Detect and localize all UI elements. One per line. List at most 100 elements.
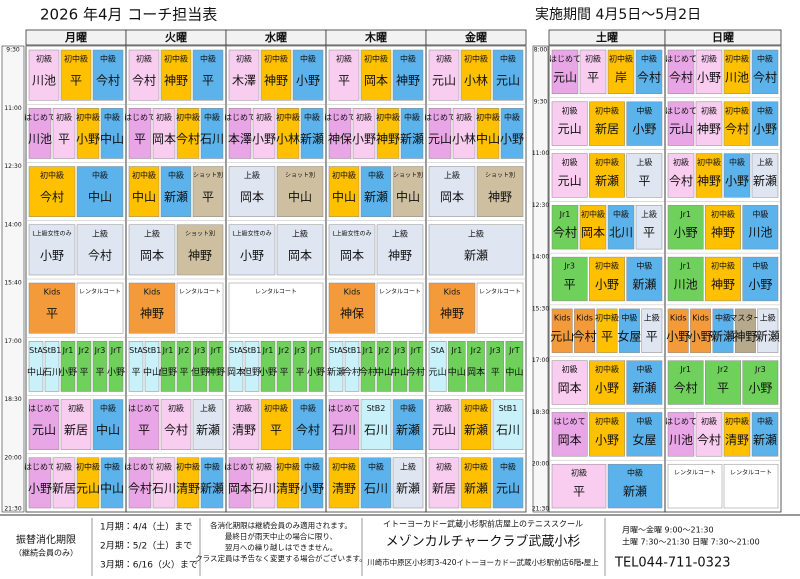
coach-name: 平 bbox=[138, 423, 150, 437]
coach-name: 新瀬 bbox=[464, 481, 488, 495]
time-label: 15:40 bbox=[4, 280, 21, 287]
coach-name: 今村 bbox=[674, 380, 698, 395]
coach-name: 小野 bbox=[725, 174, 749, 188]
class-level: 初級 bbox=[236, 403, 252, 413]
class-level: 初中級 bbox=[697, 157, 721, 167]
class-cell bbox=[579, 49, 607, 95]
class-cell bbox=[751, 153, 779, 198]
coach-name: 石川 bbox=[252, 481, 276, 495]
class-cell bbox=[734, 308, 756, 353]
coach-name: 新瀬 bbox=[464, 423, 488, 437]
class-cell bbox=[160, 49, 192, 101]
class-cell bbox=[392, 166, 424, 217]
class-level: 初級 bbox=[68, 403, 84, 413]
coach-name: 川池 bbox=[725, 70, 749, 84]
day-header: 金曜 bbox=[465, 30, 487, 44]
class-level: 初級 bbox=[56, 112, 72, 122]
class-level: 中級 bbox=[729, 157, 745, 167]
class-level: ショット別 bbox=[193, 171, 223, 179]
day-header: 土曜 bbox=[596, 30, 618, 44]
class-cell bbox=[400, 108, 424, 159]
day-header-bg bbox=[664, 29, 782, 46]
class-cell bbox=[200, 457, 224, 509]
class-level: 中級 bbox=[627, 468, 643, 478]
class-level: 上級 bbox=[92, 228, 108, 238]
deadline: 2月期：5/2（土）まで bbox=[100, 540, 192, 552]
class-level: 初級 bbox=[56, 461, 72, 471]
time-label: 8:00 bbox=[534, 47, 548, 54]
class-level: レンタルコート bbox=[255, 288, 297, 296]
class-cell bbox=[635, 205, 663, 250]
class-level: 初級 bbox=[156, 461, 172, 471]
day-header-bg bbox=[425, 29, 527, 46]
class-cell bbox=[228, 282, 324, 334]
class-level: 中級 bbox=[613, 209, 629, 219]
coach-name: 川池 bbox=[748, 226, 772, 240]
coach-name: 木澤 bbox=[232, 74, 256, 88]
day-header: 日曜 bbox=[712, 31, 734, 44]
class-cell bbox=[667, 412, 695, 457]
coach-name: 平 bbox=[70, 74, 82, 88]
class-level: 初級 bbox=[701, 105, 717, 115]
class-cell bbox=[626, 256, 663, 302]
coach-name: 小野 bbox=[240, 248, 264, 262]
coach-name: 平 bbox=[638, 174, 650, 188]
coach-name: 石川 bbox=[43, 368, 61, 378]
class-level: 中級 bbox=[400, 54, 416, 64]
class-level: 初中級 bbox=[595, 364, 619, 374]
class-cell bbox=[92, 49, 124, 101]
class-cell bbox=[376, 282, 424, 334]
class-level: 上級 bbox=[641, 209, 657, 219]
coach-name: 平 bbox=[643, 226, 655, 240]
class-level: StB2 bbox=[367, 404, 386, 413]
coach-name: 元山 bbox=[496, 74, 520, 88]
coach-name: 神野 bbox=[711, 277, 735, 292]
coach-name: 岡本 bbox=[228, 481, 252, 495]
coach-name: 清野 bbox=[276, 481, 300, 495]
class-level: 初中級 bbox=[595, 157, 619, 167]
class-cell bbox=[751, 101, 779, 146]
coach-name: 中山 bbox=[27, 366, 45, 378]
class-cell bbox=[128, 166, 160, 217]
coach-name: 小野 bbox=[76, 132, 100, 146]
class-cell bbox=[276, 166, 324, 217]
class-level: はじめて bbox=[24, 113, 56, 122]
class-cell bbox=[192, 49, 224, 101]
time-label: 12:30 bbox=[532, 202, 549, 209]
class-cell bbox=[476, 108, 500, 159]
class-cell bbox=[208, 341, 224, 392]
class-cell bbox=[551, 308, 573, 353]
class-cell bbox=[690, 308, 712, 353]
class-level: はじめて bbox=[24, 462, 56, 471]
class-cell bbox=[408, 341, 424, 392]
class-cell bbox=[492, 399, 524, 450]
coach-name: 平 bbox=[46, 307, 58, 321]
class-cell bbox=[551, 101, 588, 146]
class-cell bbox=[260, 341, 276, 392]
coach-name: 小野 bbox=[753, 122, 777, 136]
coach-name: 清野 bbox=[332, 481, 356, 495]
class-level: 初中級 bbox=[332, 170, 356, 180]
class-cell bbox=[705, 205, 741, 250]
class-level: ショット別 bbox=[393, 171, 423, 179]
class-level: ショット別 bbox=[185, 229, 215, 237]
coach-name: 川池 bbox=[28, 132, 52, 146]
class-level: 中級 bbox=[104, 461, 120, 471]
class-level: 初級 bbox=[456, 112, 472, 122]
time-label: 17:00 bbox=[532, 357, 549, 364]
class-cell bbox=[200, 108, 224, 159]
coach-name: 今村 bbox=[343, 366, 361, 378]
class-cell bbox=[276, 224, 324, 276]
class-level: 中級 bbox=[500, 54, 516, 64]
class-level: 上級 bbox=[636, 157, 652, 167]
class-level: 中級 bbox=[204, 112, 220, 122]
class-level: はじめて bbox=[549, 55, 581, 64]
class-cell bbox=[28, 282, 76, 334]
class-cell bbox=[667, 360, 704, 405]
coach-name: 小野 bbox=[674, 226, 698, 240]
class-cell bbox=[667, 205, 704, 250]
class-cell bbox=[60, 341, 76, 392]
class-cell bbox=[228, 399, 260, 450]
deadline-sub: （継続会員のみ） bbox=[14, 548, 78, 558]
class-level: Jr3 bbox=[754, 365, 766, 374]
